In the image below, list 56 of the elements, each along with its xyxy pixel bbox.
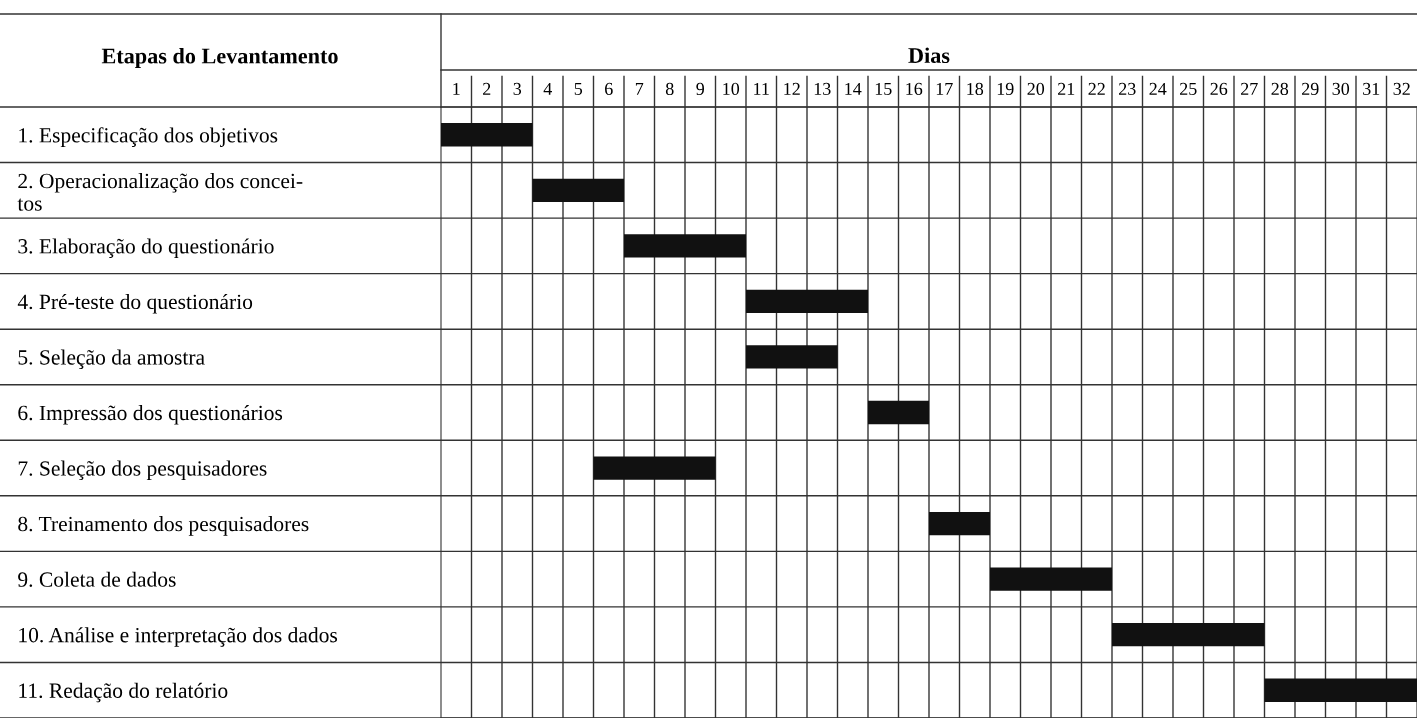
x-tick-label: 19 <box>997 82 1014 95</box>
x-tick-label: 29 <box>1302 82 1319 95</box>
bar <box>624 234 746 258</box>
x-tick-label: 15 <box>875 82 892 95</box>
x-tick-label: 18 <box>967 82 984 95</box>
bar <box>593 456 716 480</box>
bar <box>1112 623 1265 647</box>
bar <box>746 289 868 314</box>
x-tick-label: 4 <box>543 82 552 95</box>
x-tick-label: 24 <box>1149 82 1167 95</box>
x-tick-label: 1 <box>453 82 460 95</box>
bar <box>868 400 929 425</box>
y-tick-label: 3. Elaboração do questionário <box>18 238 274 258</box>
x-tick-label: 11 <box>754 82 769 95</box>
y-tick-label: 2. Operacionalização dos concei- tos <box>17 173 303 211</box>
y-tick-label: 9. Coleta de dados <box>18 571 176 587</box>
x-tick-label: 20 <box>1027 82 1045 95</box>
x-tick-label: 2 <box>483 82 491 95</box>
y-tick-label: 4. Pré-teste do questionário <box>17 293 253 314</box>
y-tick-label: 10. Análise e interpretação dos dados <box>19 627 338 647</box>
bar <box>532 178 624 202</box>
x-tick-label: 28 <box>1271 82 1289 95</box>
x-tick-label: 22 <box>1088 82 1105 95</box>
x-tick-label: 5 <box>574 83 583 95</box>
x-tick-label: 7 <box>635 83 644 95</box>
x-tick-label: 21 <box>1058 82 1075 95</box>
x-tick-label: 9 <box>696 82 705 95</box>
y-tick-label: 8. Treinamento dos pesquisadores <box>18 516 309 536</box>
x-tick-label: 25 <box>1180 82 1197 95</box>
x-tick-label: 10 <box>723 82 740 95</box>
x-tick-label: 3 <box>513 82 522 95</box>
x-tick-label: 12 <box>784 82 800 95</box>
bar <box>441 123 533 147</box>
x-tick-label: 27 <box>1241 82 1258 95</box>
y-tick-label: 6. Impressão dos questionários <box>18 405 283 425</box>
x-tick-label: 17 <box>936 82 953 95</box>
y-axis-title: Etapas do Levantamento <box>101 47 338 69</box>
bar <box>990 567 1112 591</box>
x-tick-label: 30 <box>1332 82 1350 95</box>
x-tick-label: 16 <box>906 82 923 95</box>
y-tick-label: 1. Especificação dos objetivos <box>19 127 278 147</box>
bar <box>1264 678 1417 702</box>
x-tick-label: 23 <box>1119 82 1136 95</box>
x-tick-label: 31 <box>1363 82 1380 95</box>
x-tick-label: 6 <box>605 82 613 95</box>
x-tick-label: 14 <box>845 82 862 95</box>
x-tick-label: 13 <box>814 82 831 95</box>
y-tick-label: 11. Redação do relatório <box>19 682 228 703</box>
bar <box>746 345 838 369</box>
x-tick-label: 32 <box>1393 82 1410 95</box>
x-axis-title: Dias <box>908 47 950 64</box>
bar <box>929 511 990 536</box>
x-tick-label: 26 <box>1210 82 1228 95</box>
x-tick-label: 8 <box>665 82 674 95</box>
y-tick-label: 5. Seleção da amostra <box>18 349 205 370</box>
y-tick-label: 7. Seleção dos pesquisadores <box>18 460 267 481</box>
